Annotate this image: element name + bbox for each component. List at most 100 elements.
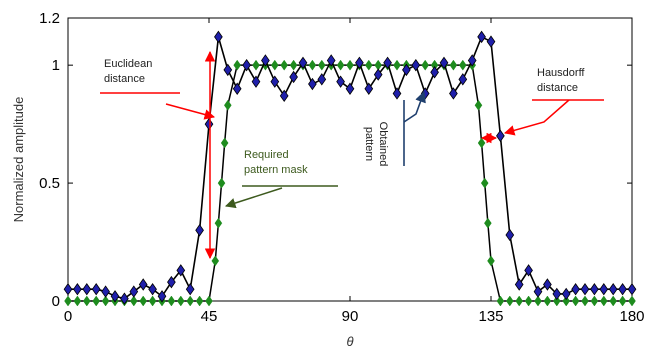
annotations: Euclidean distance Hausdorff distance Requir…: [100, 50, 604, 260]
obtained-marker: [608, 283, 618, 296]
obtained-marker: [120, 292, 129, 305]
obtained-marker: [138, 278, 148, 291]
obtained-marker: [336, 75, 345, 88]
obtained-marker: [477, 30, 486, 44]
obtained-marker: [204, 117, 214, 131]
euclidean-pointer: [165, 103, 216, 120]
obtained-marker: [242, 58, 251, 72]
mask-marker: [176, 295, 185, 307]
obtained-marker: [345, 82, 355, 95]
obtained-marker: [110, 290, 120, 303]
obtained-marker: [261, 54, 270, 67]
obtained-marker: [298, 56, 308, 70]
obtained-marker: [185, 283, 195, 296]
euclidean-label: Euclidean distance: [104, 58, 152, 85]
mask-marker: [618, 295, 627, 307]
mask-marker: [317, 59, 326, 71]
obtained-marker: [82, 283, 92, 296]
obtained-label: Obtainedpattern: [363, 122, 389, 167]
mask-marker: [421, 59, 430, 71]
mask-marker: [205, 295, 213, 307]
mask-marker: [449, 59, 458, 71]
mask-marker: [496, 295, 505, 307]
obtained-marker: [533, 285, 543, 298]
mask-marker: [480, 177, 489, 189]
obtained-marker: [101, 285, 110, 298]
y-tick-label: 0.5: [39, 175, 60, 192]
obtained-marker: [514, 278, 524, 291]
mask-marker: [139, 295, 148, 307]
x-tick-label: 135: [478, 308, 503, 325]
mask-marker: [599, 295, 608, 307]
mask-marker: [336, 59, 345, 71]
mask-marker: [233, 59, 242, 71]
obtained-marker: [91, 283, 101, 296]
obtained-marker: [467, 54, 477, 67]
obtained-marker: [176, 264, 186, 277]
x-tick-label: 0: [64, 308, 72, 325]
mask-marker: [73, 295, 82, 307]
mask-marker: [346, 59, 354, 71]
mask-marker: [628, 295, 636, 307]
mask-marker: [129, 295, 138, 307]
mask-marker: [220, 137, 229, 149]
mask-marker: [393, 59, 401, 71]
mask-marker: [64, 295, 72, 307]
obtained-marker: [552, 287, 562, 301]
obtained-marker: [430, 66, 439, 79]
mask-marker: [581, 295, 589, 307]
obtained-marker: [449, 87, 458, 100]
x-axis-title: θ: [346, 334, 353, 349]
obtained-marker: [543, 278, 552, 291]
obtained-marker: [392, 87, 402, 100]
obtained-marker: [289, 70, 298, 84]
y-tick-label: 1: [52, 57, 60, 74]
mask-marker: [474, 99, 483, 111]
obtained-marker: [157, 290, 167, 303]
mask-marker: [92, 295, 101, 307]
obtained-marker: [618, 283, 627, 296]
obtained-marker: [524, 264, 533, 277]
obtained-marker: [129, 285, 139, 298]
obtained-marker: [458, 73, 468, 86]
obtained-marker: [411, 58, 421, 72]
obtained-marker: [63, 283, 73, 296]
obtained-marker: [373, 68, 383, 81]
mask-marker: [543, 295, 552, 307]
mask-marker: [534, 295, 542, 307]
obtained-marker: [167, 275, 176, 289]
mask-label: Required pattern mask: [244, 149, 308, 176]
mask-marker: [211, 255, 220, 267]
mask-marker: [101, 295, 110, 307]
obtained-pointer: [403, 90, 426, 123]
mask-marker: [609, 295, 618, 307]
obtained-marker: [571, 283, 580, 296]
mask-marker: [477, 137, 486, 149]
obtained-marker: [439, 56, 449, 70]
obtained-marker: [561, 287, 571, 301]
hausdorff-pointer: [503, 99, 570, 136]
mask-marker: [505, 295, 514, 307]
obtained-marker: [317, 73, 327, 86]
mask-marker: [280, 59, 289, 71]
obtained-marker: [232, 82, 242, 95]
obtained-marker: [326, 54, 336, 67]
mask-marker: [524, 295, 533, 307]
mask-marker: [195, 295, 204, 307]
mask-marker: [308, 59, 317, 71]
obtained-marker: [148, 283, 157, 296]
obtained-marker: [599, 283, 609, 296]
mask-marker: [571, 295, 580, 307]
obtained-marker: [505, 228, 515, 242]
mask-marker: [167, 295, 176, 307]
obtained-marker: [251, 75, 261, 88]
hausdorff-label: Hausdorff distance: [537, 67, 585, 94]
mask-marker: [148, 295, 157, 307]
x-tick-label: 180: [619, 308, 644, 325]
x-tick-label: 90: [342, 308, 359, 325]
obtained-marker: [270, 75, 280, 88]
obtained-marker: [195, 224, 204, 237]
obtained-marker: [580, 283, 590, 296]
obtained-marker: [223, 63, 233, 77]
